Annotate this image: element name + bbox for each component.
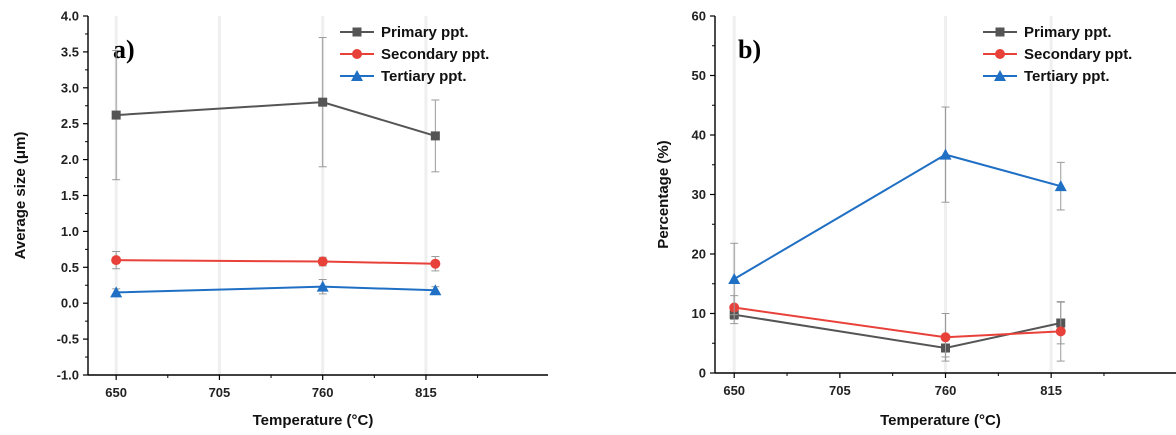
y-tick-label: 0 [699,366,706,381]
panel-label: a) [113,35,135,64]
data-point [111,255,122,266]
legend: Primary ppt. Secondary ppt. Tertiary ppt. [983,24,1132,85]
y-axis-title: Percentage (%) [655,140,672,248]
y-tick-label: 3.5 [61,44,79,59]
x-tick-label: 760 [935,383,957,398]
y-tick-label: 3.0 [61,80,79,95]
legend-label: Primary ppt. [381,24,469,41]
y-tick-label: -0.5 [57,332,79,347]
series-line [733,153,1062,280]
y-tick-label: 20 [692,247,706,262]
y-tick-label: 10 [692,306,706,321]
series-line [116,101,436,137]
data-point [429,284,442,296]
data-point [1055,326,1066,337]
data-point [728,272,741,284]
data-point [110,286,123,298]
data-point [318,97,328,107]
x-tick-label: 815 [1040,383,1062,398]
series-primary-ppt [111,37,440,181]
y-tick-label: 0.0 [61,296,79,311]
y-tick-label: 60 [692,9,706,24]
x-tick-label: 650 [105,385,127,400]
y-tick-label: 1.0 [61,224,79,239]
legend-label: Secondary ppt. [1024,46,1132,63]
y-tick-label: 40 [692,128,706,143]
x-axis-title: Temperature (°C) [253,412,374,429]
data-point [939,148,952,160]
data-point [430,131,440,141]
legend-marker [352,27,362,37]
data-point [316,280,329,292]
x-tick-label: 705 [209,385,231,400]
panel-label: b) [738,35,761,64]
x-tick-label: 815 [415,385,437,400]
x-axis-title: Temperature (°C) [880,412,1001,429]
x-tick-label: 705 [829,383,851,398]
y-tick-label: 2.5 [61,116,79,131]
legend-label: Tertiary ppt. [1024,68,1110,85]
legend-marker [995,27,1005,37]
y-axis-title: Average size (μm) [12,132,29,260]
data-point [317,256,328,267]
y-tick-label: 30 [692,187,706,202]
series-secondary-ppt [729,295,1066,362]
series-secondary-ppt [111,251,441,272]
legend-marker [995,49,1005,59]
legend-marker [352,49,362,59]
legend-label: Primary ppt. [1024,24,1112,41]
legend-marker [994,70,1006,81]
series-line [116,285,436,294]
chart-panel-a: -1.0 -0.5 0.0 0.5 1.0 1.5 2.0 2.5 3.0 3.5 4.0 650 70… [12,9,548,429]
legend-marker [351,70,363,81]
x-tick-label: 760 [312,385,334,400]
series-tertiary-ppt [728,106,1067,316]
data-point [1054,180,1067,192]
series-tertiary-ppt [110,279,442,298]
data-point [430,258,441,269]
data-point [940,332,951,343]
x-tick-label: 650 [723,383,745,398]
chart-panel-b: 0 10 20 30 40 50 60 650 705 760 815 Temperature (°C… [655,9,1176,429]
y-tick-label: 0.5 [61,260,79,275]
y-tick-label: 50 [692,68,706,83]
y-tick-label: 2.0 [61,152,79,167]
series-line [116,259,436,265]
legend: Primary ppt. Secondary ppt. Tertiary ppt. [340,24,489,85]
legend-label: Secondary ppt. [381,46,489,63]
y-tick-label: 1.5 [61,188,79,203]
data-point [111,110,121,120]
legend-label: Tertiary ppt. [381,68,467,85]
y-tick-label: -1.0 [57,368,79,383]
y-tick-label: 4.0 [61,9,79,24]
